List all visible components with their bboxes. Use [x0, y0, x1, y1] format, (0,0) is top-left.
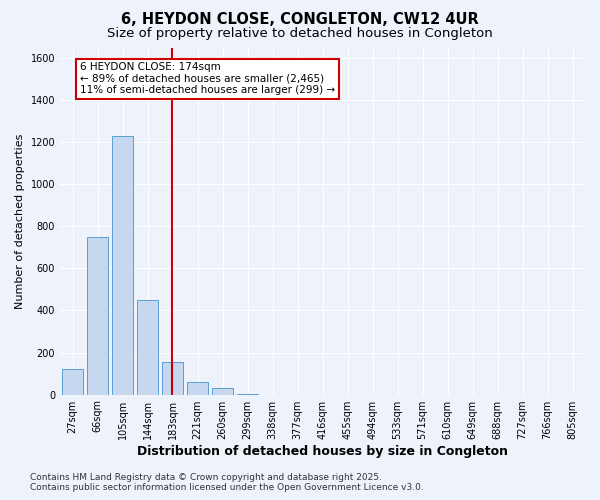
- Bar: [162, 362, 183, 394]
- Bar: [187, 382, 208, 394]
- Text: 6, HEYDON CLOSE, CONGLETON, CW12 4UR: 6, HEYDON CLOSE, CONGLETON, CW12 4UR: [121, 12, 479, 28]
- Text: Contains HM Land Registry data © Crown copyright and database right 2025.
Contai: Contains HM Land Registry data © Crown c…: [30, 473, 424, 492]
- Bar: [137, 300, 158, 394]
- X-axis label: Distribution of detached houses by size in Congleton: Distribution of detached houses by size …: [137, 444, 508, 458]
- Bar: [212, 388, 233, 394]
- Bar: [87, 237, 108, 394]
- Text: Size of property relative to detached houses in Congleton: Size of property relative to detached ho…: [107, 28, 493, 40]
- Bar: [62, 370, 83, 394]
- Text: 6 HEYDON CLOSE: 174sqm
← 89% of detached houses are smaller (2,465)
11% of semi-: 6 HEYDON CLOSE: 174sqm ← 89% of detached…: [80, 62, 335, 96]
- Bar: [112, 136, 133, 394]
- Y-axis label: Number of detached properties: Number of detached properties: [15, 134, 25, 308]
